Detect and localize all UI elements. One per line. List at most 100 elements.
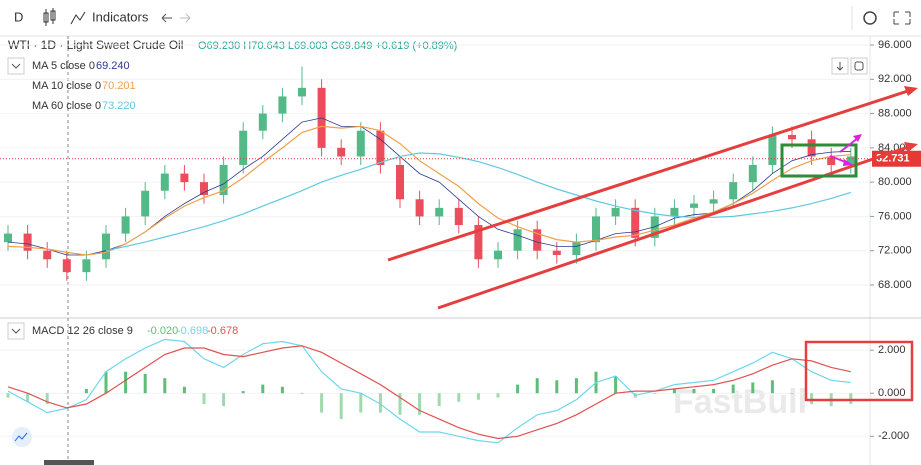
fullscreen-button[interactable]	[893, 11, 911, 25]
arrow-head	[904, 142, 918, 152]
legend-value: 73.220	[102, 100, 136, 112]
macd-collapse[interactable]	[7, 322, 25, 340]
candle-body	[219, 165, 228, 195]
legend-name: MA 5 close 0	[32, 60, 95, 72]
undo-button[interactable]	[161, 13, 172, 23]
tv-logo	[12, 427, 32, 447]
candle-body	[298, 87, 306, 97]
last-price-label: 82.731	[876, 153, 910, 165]
histogram-bar	[300, 393, 304, 394]
histogram-bar	[810, 393, 814, 404]
indicators-button[interactable]: Indicators	[92, 9, 149, 24]
settings-button[interactable]	[863, 11, 877, 25]
histogram-bar	[280, 386, 284, 394]
histogram-bar	[241, 391, 245, 394]
histogram-bar	[202, 393, 206, 404]
candle-body	[846, 156, 855, 165]
candle-body	[121, 216, 130, 234]
arrow-head	[843, 159, 853, 166]
candle-body	[180, 173, 189, 183]
candle-body	[376, 130, 385, 165]
arrow-head	[904, 86, 918, 96]
collapse-button[interactable]	[7, 57, 25, 75]
y-tick-label: 80.000	[878, 176, 912, 188]
candle-body	[748, 165, 757, 183]
candle-body	[768, 135, 777, 165]
y-tick-label: 76.000	[878, 210, 912, 222]
histogram-bar	[653, 393, 657, 394]
candle-body	[788, 135, 796, 140]
highlight-box	[804, 340, 914, 402]
candle-body	[631, 207, 640, 238]
indicators-icon[interactable]	[70, 11, 86, 25]
histogram-bar	[790, 393, 794, 394]
candle-body	[415, 199, 424, 217]
histogram-bar	[222, 393, 226, 407]
macd-title: MACD 12 26 close 9	[32, 325, 133, 337]
histogram-bar	[26, 393, 30, 402]
histogram-bar	[378, 393, 382, 413]
histogram-bar	[614, 376, 618, 394]
crosshair-date-label	[44, 460, 94, 465]
ma-line	[7, 125, 851, 256]
histogram-bar	[418, 393, 422, 415]
macd-line	[7, 338, 851, 444]
toolbar	[0, 0, 921, 36]
histogram-bar	[84, 388, 88, 394]
histogram-bar	[516, 384, 520, 394]
histogram-bar	[359, 393, 363, 413]
legend-name: MA 10 close 0	[32, 80, 101, 92]
redo-button[interactable]	[180, 13, 191, 23]
histogram-bar	[437, 393, 441, 407]
candle-body	[572, 242, 581, 255]
highlight-box	[780, 143, 858, 178]
candle-body	[592, 216, 600, 243]
candle-body	[200, 182, 208, 195]
ma-line	[7, 117, 851, 256]
histogram-bar	[496, 393, 500, 398]
histogram-bar	[751, 382, 755, 394]
candle-body	[670, 207, 679, 217]
histogram-bar	[555, 380, 559, 394]
histogram-bar	[770, 380, 774, 394]
y-tick-label: 96.000	[878, 39, 912, 51]
chart-tools[interactable]	[831, 57, 868, 75]
candle-body	[650, 216, 659, 238]
histogram-bar	[104, 371, 108, 394]
histogram-bar	[124, 371, 128, 394]
candle-body	[454, 207, 463, 225]
candle-body	[239, 130, 248, 165]
candle-body	[827, 156, 836, 165]
legend-value: -0.698	[177, 325, 208, 337]
candle-body	[513, 229, 522, 251]
histogram-bar	[45, 393, 49, 404]
histogram-bar	[712, 388, 716, 394]
candle-body	[474, 225, 483, 260]
histogram-bar	[398, 393, 402, 415]
y-tick-label: 72.000	[878, 245, 912, 257]
histogram-bar	[692, 388, 696, 394]
histogram-bar	[535, 378, 539, 394]
histogram-bar	[143, 373, 147, 394]
histogram-bar	[163, 378, 167, 394]
candle-body	[435, 207, 444, 217]
arrow-head	[853, 134, 862, 142]
candle-body	[807, 139, 816, 157]
candle-body	[258, 113, 267, 131]
histogram-bar	[672, 388, 676, 394]
candle-style-button[interactable]	[43, 8, 56, 26]
candle-body	[337, 147, 346, 157]
y-tick-label: 2.000	[878, 344, 906, 356]
signal-line	[7, 345, 851, 440]
legend-value: 69.240	[96, 60, 130, 72]
candle-body	[690, 203, 698, 208]
histogram-bar	[320, 393, 324, 413]
y-tick-label: 0.000	[878, 387, 906, 399]
interval-button[interactable]: D	[14, 9, 23, 24]
histogram-bar	[182, 386, 186, 394]
candle-body	[709, 199, 718, 204]
histogram-bar	[65, 393, 69, 394]
candle-body	[552, 250, 561, 255]
